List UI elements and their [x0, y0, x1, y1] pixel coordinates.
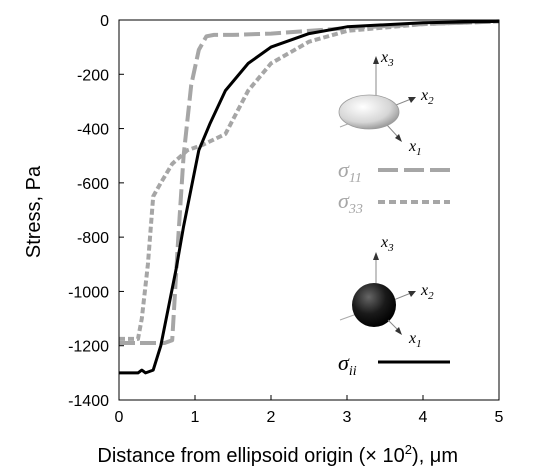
x-tick-label: 2 — [267, 409, 276, 426]
sphere-axis-x2: x2 — [420, 282, 434, 302]
series-layer — [119, 19, 500, 375]
x-axis-label: Distance from ellipsoid origin (× 102), … — [97, 442, 458, 467]
ellipsoid-shape — [338, 94, 400, 130]
sphere-inset: x3 x2 x1 — [339, 234, 434, 350]
x-axis-label-exponent: 2 — [405, 442, 412, 457]
x-tick-label: 4 — [419, 409, 428, 426]
legend-label-sigmaii: σii — [338, 350, 357, 379]
y-tick-label: -600 — [77, 176, 109, 193]
x-tick-label: 0 — [115, 409, 124, 426]
series-line-sigma33 — [119, 19, 500, 341]
series-line-sigma11 — [119, 19, 500, 345]
ellipsoid-axis-x2: x2 — [420, 87, 434, 107]
y-tick-label: -400 — [77, 122, 109, 139]
y-tick-label: -1400 — [68, 393, 109, 410]
y-tick-label: -200 — [77, 67, 109, 84]
ellipsoid-axis-x3: x3 — [380, 49, 394, 69]
x-tick-label: 3 — [343, 409, 352, 426]
x-tick-label: 5 — [495, 409, 504, 426]
x-tick-label: 1 — [191, 409, 200, 426]
ellipsoid-inset: x3 x2 x1 — [338, 49, 434, 158]
sphere-shape — [352, 283, 396, 327]
ellipsoid-axis-x1: x1 — [408, 138, 422, 158]
tick-layer: 0 1 2 3 4 5 0 -200 -400 -600 -800 -1000 -1200 -1400 — [68, 13, 503, 426]
legend-label-sigma11: σ11 — [338, 157, 362, 186]
legend: σ11 σ33 σii — [338, 157, 450, 379]
y-tick-label: 0 — [100, 13, 109, 30]
y-tick-label: -800 — [77, 230, 109, 247]
y-tick-label: -1000 — [68, 284, 109, 301]
series-line-sigmaii — [119, 19, 500, 375]
x-axis-label-unit: ), μm — [412, 445, 458, 467]
y-tick-label: -1200 — [68, 339, 109, 356]
sphere-axis-x1: x1 — [408, 330, 422, 350]
legend-label-sigma33: σ33 — [338, 188, 363, 217]
sphere-axis-x3: x3 — [380, 234, 394, 254]
y-axis-label: Stress, Pa — [23, 165, 45, 258]
plot-frame — [118, 19, 500, 401]
